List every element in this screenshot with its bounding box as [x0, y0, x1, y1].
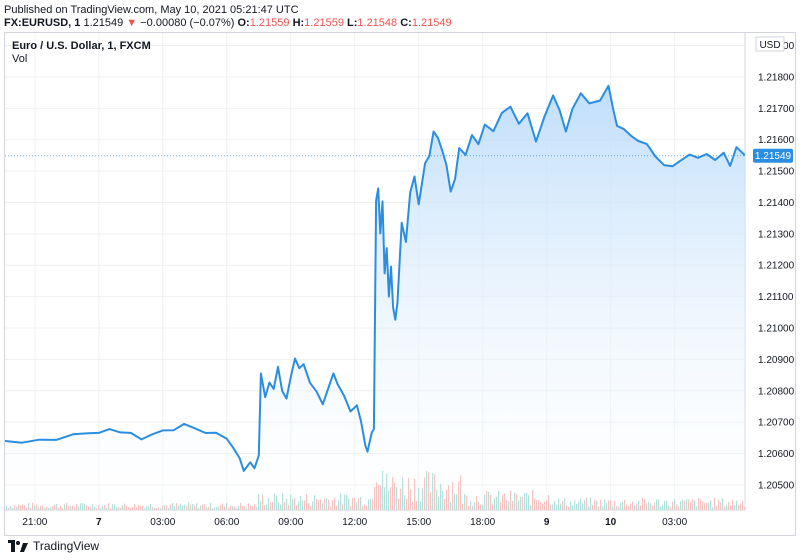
price-tick-label: 1.21000 [758, 323, 795, 334]
symbol-info-line: FX:EURUSD, 1 1.21549 ▼ −0.00080 (−0.07%)… [4, 17, 452, 29]
price-tick-label: 1.20700 [758, 418, 795, 429]
price-tick-label: 1.21800 [758, 72, 795, 83]
close-label: C: [400, 17, 412, 29]
time-tick-label: 06:00 [214, 517, 239, 528]
footer-brand[interactable]: TradingView [8, 539, 99, 553]
symbol-name[interactable]: FX:EURUSD, 1 [4, 17, 81, 29]
time-tick-label: 15:00 [406, 517, 431, 528]
time-tick-label: 18:00 [470, 517, 495, 528]
last-price-label: 1.21549 [755, 151, 792, 162]
price-area-fill [5, 85, 745, 510]
price-tick-label: 1.20600 [758, 449, 795, 460]
time-tick-label: 7 [96, 517, 102, 528]
published-note: Published on TradingView.com, May 10, 20… [4, 4, 299, 16]
tradingview-logo-icon [8, 540, 28, 552]
currency-box [755, 36, 785, 52]
chart-legend-title[interactable]: Euro / U.S. Dollar, 1, FXCM [12, 40, 151, 52]
price-tick-label: 1.21200 [758, 261, 795, 272]
price-axis[interactable]: 1.20500 1.20600 1.20700 1.20800 1.20900 1.210… [758, 41, 795, 491]
chart-frame [4, 32, 796, 536]
price-tick-label: 1.21600 [758, 135, 795, 146]
last-price-tag [753, 148, 793, 163]
low-value: 1.21548 [357, 17, 398, 29]
time-tick-label: 10 [605, 517, 617, 528]
open-label: O: [237, 17, 250, 29]
price-tick-label: 1.20900 [758, 355, 795, 366]
price-tick-label: 1.21400 [758, 198, 795, 209]
time-tick-label: 03:00 [150, 517, 175, 528]
price-change: −0.00080 (−0.07%) [140, 17, 235, 29]
open-value: 1.21559 [249, 17, 290, 29]
price-tick-label: 1.21700 [758, 104, 795, 115]
price-tick-label: 1.21500 [758, 167, 795, 178]
price-tick-label: 1.21100 [758, 292, 794, 303]
price-tick-label: 1.20500 [758, 480, 795, 491]
current-price: 1.21549 [83, 17, 124, 29]
change-down-icon: ▼ [126, 17, 138, 29]
low-label: L: [347, 17, 358, 29]
currency-label: USD [759, 40, 780, 51]
high-value: 1.21559 [304, 17, 344, 29]
high-label: H: [292, 17, 305, 29]
time-axis[interactable]: 21:00 7 03:00 06:00 09:00 12:00 15:00 18:00 9 10 0… [22, 517, 687, 528]
time-tick-label: 9 [544, 517, 550, 528]
time-tick-label: 21:00 [22, 517, 47, 528]
price-tick-label: 1.21300 [758, 229, 795, 240]
footer-brand-label: TradingView [33, 539, 100, 553]
volume-legend[interactable]: Vol [12, 53, 28, 65]
price-tick-label: 1.20800 [758, 386, 795, 397]
time-tick-label: 09:00 [278, 517, 303, 528]
price-line[interactable] [5, 84, 745, 472]
time-tick-label: 12:00 [342, 517, 367, 528]
time-tick-label: 03:00 [662, 517, 687, 528]
close-value: 1.21549 [411, 17, 452, 29]
